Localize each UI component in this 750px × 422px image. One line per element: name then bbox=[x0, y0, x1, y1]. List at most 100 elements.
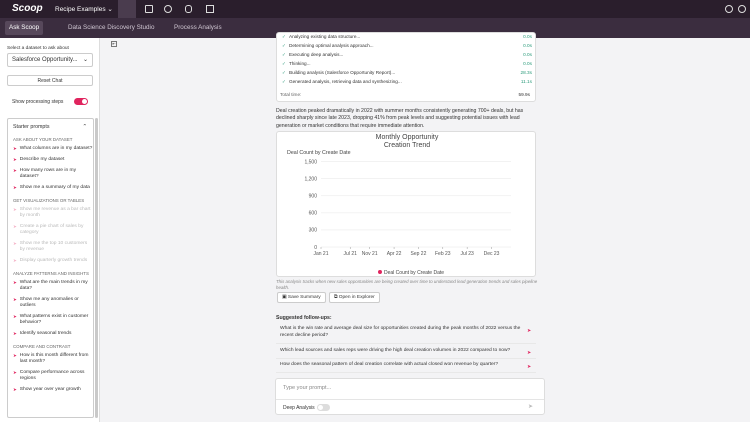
nav-icon[interactable] bbox=[185, 5, 192, 13]
prompt-box: Type your prompt... Deep Analysis ➤ bbox=[275, 378, 545, 415]
button-text: Save Summary bbox=[287, 295, 321, 300]
prompt[interactable]: What patterns exist in customer behavior… bbox=[13, 314, 93, 326]
tab[interactable]: Data Science Discovery Studio bbox=[68, 24, 155, 31]
legend-label: Deal Count by Create Date bbox=[384, 270, 444, 276]
prompt[interactable]: How is this month different from last mo… bbox=[13, 353, 93, 365]
settings-icon[interactable] bbox=[738, 5, 746, 13]
step-label: Determining optimal analysis approach... bbox=[288, 43, 374, 48]
x-tick-label: Feb 23 bbox=[435, 251, 451, 257]
step-row: ✓ Generated analysis, retrieving data and… bbox=[282, 78, 532, 86]
x-tick-label: Jul 23 bbox=[460, 251, 474, 257]
step-time: 28.3s bbox=[520, 70, 532, 75]
toggle[interactable] bbox=[74, 98, 88, 105]
group-title: ANALYZE PATTERNS AND INSIGHTS bbox=[13, 271, 89, 276]
followup[interactable]: How does the seasonal pattern of deal cr… bbox=[280, 362, 499, 367]
deep-toggle[interactable] bbox=[317, 404, 330, 411]
top-bar: Scoop Recipe Examples ⌄ bbox=[0, 0, 750, 18]
prompt[interactable]: Show me a summary of my data bbox=[13, 185, 93, 191]
x-tick-label: Nov 21 bbox=[362, 251, 378, 257]
nav-icon[interactable] bbox=[145, 5, 153, 13]
step-time: 11.1s bbox=[520, 79, 532, 84]
chart-card: Monthly Opportunity Creation Trend Deal … bbox=[276, 131, 536, 277]
starter-title: Starter prompts ⌃ bbox=[13, 124, 93, 130]
step-row: ✓ Executing deep analysis... 0.0s bbox=[282, 51, 532, 59]
step-time: 0.0s bbox=[523, 61, 532, 66]
y-tick-label: 300 bbox=[309, 228, 318, 234]
prompt[interactable]: How many rows are in my dataset? bbox=[13, 168, 93, 180]
check: ✓ bbox=[282, 70, 286, 75]
chart-title: Monthly Opportunity Creation Trend bbox=[375, 134, 439, 149]
x-tick-label: Jul 21 bbox=[344, 251, 358, 257]
x-tick-label: Jan 21 bbox=[313, 251, 328, 257]
step-row: ✓ Determining optimal analysis approach..… bbox=[282, 42, 532, 50]
save-button[interactable]: ▣ Save Summary bbox=[277, 292, 326, 303]
followup[interactable]: Which lead sources and sales reps were d… bbox=[280, 348, 511, 353]
x-tick-label: Sep 22 bbox=[411, 251, 427, 257]
followup-arrow[interactable]: ➤ bbox=[527, 364, 532, 370]
total-row: Total time: 59.9s bbox=[280, 91, 530, 99]
legend-marker bbox=[378, 270, 382, 274]
chevron: ⌃ bbox=[82, 124, 87, 130]
steps-panel bbox=[276, 32, 536, 102]
y-tick-label: 1,200 bbox=[304, 177, 317, 183]
prompt[interactable]: Show me any anomalies or outliers bbox=[13, 297, 93, 309]
step-row: ✓ Thinking... 0.0s bbox=[282, 60, 532, 68]
divider bbox=[276, 372, 536, 373]
prompt[interactable]: Describe my dataset bbox=[13, 157, 93, 163]
prompt[interactable]: What are the main trends in my data? bbox=[13, 280, 93, 292]
prompt[interactable]: Display quarterly growth trends bbox=[13, 258, 93, 264]
step-time: 0.0s bbox=[523, 34, 532, 39]
group-title: ASK ABOUT YOUR DATASET bbox=[13, 137, 73, 142]
dataset-select[interactable]: Salesforce Opportunity... ⌄ bbox=[7, 53, 93, 67]
prompt[interactable]: Show me revenue as a bar chart by month bbox=[13, 207, 93, 219]
dataset-label: Select a dataset to ask about bbox=[7, 46, 69, 51]
prompt[interactable]: Show year over year growth bbox=[13, 387, 93, 393]
help-icon[interactable] bbox=[725, 5, 733, 13]
total-time: 59.9s bbox=[518, 92, 530, 97]
prompt[interactable]: Show me the top 10 customers by revenue bbox=[13, 241, 93, 253]
nav-icon[interactable] bbox=[206, 5, 214, 13]
step-row: ✓ Building analysis (Salesforce Opportuni… bbox=[282, 69, 532, 77]
nav-icon[interactable] bbox=[164, 5, 172, 13]
tab[interactable]: Ask Scoop bbox=[5, 21, 44, 35]
check: ✓ bbox=[282, 79, 286, 84]
divider bbox=[276, 343, 536, 344]
step-label: Generated analysis, retrieving data and … bbox=[288, 79, 402, 84]
prompt-groups: ASK ABOUT YOUR DATASET What columns are i… bbox=[8, 137, 93, 393]
followup-arrow[interactable]: ➤ bbox=[527, 350, 532, 356]
divider bbox=[276, 399, 544, 400]
starter-prompts: Starter prompts ⌃ ASK ABOUT YOUR DATASET W… bbox=[7, 118, 94, 418]
check: ✓ bbox=[282, 61, 286, 66]
show-steps-label: Show processing steps bbox=[12, 99, 64, 105]
prompt[interactable]: Create a pie chart of sales by category bbox=[13, 224, 93, 236]
tab[interactable]: Process Analysis bbox=[174, 24, 222, 31]
toggle-knob bbox=[82, 99, 87, 104]
step-label: Building analysis (Salesforce Opportunit… bbox=[288, 70, 396, 75]
step-time: 0.0s bbox=[523, 52, 532, 57]
logo[interactable]: Scoop bbox=[12, 3, 43, 14]
step-time: 0.0s bbox=[523, 43, 532, 48]
button-text: Open in Explorer bbox=[338, 295, 375, 300]
followup[interactable]: What is the win rate and average deal si… bbox=[280, 326, 521, 338]
y-tick-label: 0 bbox=[314, 245, 317, 251]
prompt[interactable]: What columns are in my dataset? bbox=[13, 146, 93, 152]
prompt[interactable]: Identify seasonal trends bbox=[13, 331, 93, 337]
collapse-icon[interactable]: ⇤ bbox=[111, 41, 117, 47]
workspace[interactable]: Recipe Examples ⌄ bbox=[55, 6, 113, 13]
followup-arrow[interactable]: ➤ bbox=[527, 328, 532, 334]
send-button[interactable]: ➤ bbox=[528, 404, 534, 410]
x-tick-label: Dec 23 bbox=[484, 251, 500, 257]
step-label: Executing deep analysis... bbox=[288, 52, 344, 57]
reset-button[interactable]: Reset Chat bbox=[7, 75, 93, 86]
check: ✓ bbox=[282, 52, 286, 57]
explorer-button[interactable]: ⧉ Open in Explorer bbox=[329, 292, 380, 303]
nav-icon[interactable] bbox=[118, 0, 136, 18]
y-axis-title: Deal Count by Create Date bbox=[287, 150, 351, 156]
y-tick-label: 600 bbox=[309, 211, 318, 217]
chart: Deal Count by Create Date 0 300 600 900 1,200… bbox=[287, 150, 511, 276]
prompt-input[interactable]: Type your prompt... bbox=[283, 385, 332, 391]
prompt[interactable]: Compare performance across regions bbox=[13, 370, 93, 382]
x-tick-label: Apr 22 bbox=[387, 251, 402, 257]
divider bbox=[276, 358, 536, 359]
y-tick-label: 1,500 bbox=[304, 159, 317, 165]
